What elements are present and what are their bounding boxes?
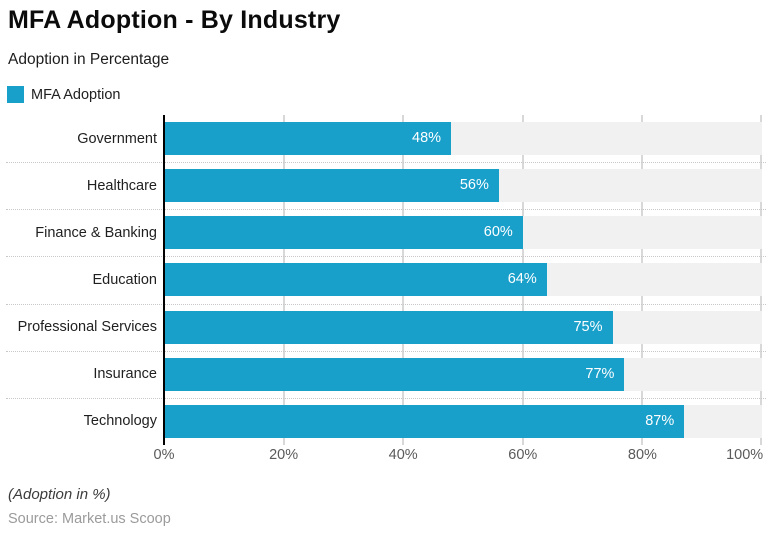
bar-rows: Government 48% Healthcare 56% Finance & … <box>0 115 768 445</box>
x-tick-80: 80% <box>627 447 657 463</box>
bar-education[interactable]: 64% <box>164 263 547 297</box>
bar-track: 75% <box>164 310 762 344</box>
bar-value-label: 87% <box>645 412 675 429</box>
row-separator <box>6 303 766 305</box>
category-label-healthcare: Healthcare <box>86 177 157 194</box>
table-row: Government 48% <box>0 115 768 162</box>
table-row: Professional Services 75% <box>0 304 768 351</box>
bar-track: 60% <box>164 216 762 250</box>
bar-value-label: 60% <box>483 224 513 241</box>
bar-track: 56% <box>164 169 762 203</box>
bar-value-label: 56% <box>459 177 489 194</box>
bar-value-label: 77% <box>585 365 615 382</box>
bar-technology[interactable]: 87% <box>164 404 685 438</box>
table-row: Education 64% <box>0 256 768 303</box>
bar-value-label: 48% <box>412 130 442 146</box>
bar-value-label: 75% <box>573 318 603 335</box>
bar-value-label: 64% <box>507 271 537 288</box>
x-axis: 0% 20% 40% 60% 80% 100% <box>154 447 764 467</box>
bar-finance-banking[interactable]: 60% <box>164 216 523 250</box>
x-tick-60: 60% <box>508 447 538 463</box>
category-label-insurance: Insurance <box>93 366 157 383</box>
category-label-finance-banking: Finance & Banking <box>35 224 157 241</box>
bar-track: 87% <box>164 404 762 438</box>
row-separator <box>6 397 766 399</box>
row-separator <box>6 209 766 211</box>
x-tick-20: 20% <box>269 447 299 463</box>
category-label-education: Education <box>92 271 158 288</box>
legend-swatch-icon <box>7 86 24 103</box>
bar-track: 48% <box>164 122 762 155</box>
bar-insurance[interactable]: 77% <box>164 357 625 391</box>
category-label-government: Government <box>77 130 157 147</box>
bar-government[interactable]: 48% <box>164 122 452 155</box>
table-row: Healthcare 56% <box>0 162 768 209</box>
bar-track: 77% <box>164 357 762 391</box>
chart-subtitle: Adoption in Percentage <box>8 51 170 68</box>
x-tick-40: 40% <box>388 447 418 463</box>
row-separator <box>6 350 766 352</box>
bar-professional-services[interactable]: 75% <box>164 310 613 344</box>
table-row: Insurance 77% <box>0 351 768 398</box>
footer-note: (Adoption in %) <box>8 486 111 503</box>
page-title: MFA Adoption - By Industry <box>8 6 341 34</box>
table-row: Finance & Banking 60% <box>0 209 768 256</box>
x-tick-100: 100% <box>726 447 764 463</box>
footer-source: Source: Market.us Scoop <box>8 511 171 527</box>
legend-item-mfa-adoption[interactable]: MFA Adoption <box>7 86 120 103</box>
category-label-technology: Technology <box>83 413 157 430</box>
row-separator <box>6 256 766 258</box>
bar-healthcare[interactable]: 56% <box>164 169 499 203</box>
category-label-professional-services: Professional Services <box>17 319 157 336</box>
x-tick-0: 0% <box>153 447 175 463</box>
table-row: Technology 87% <box>0 398 768 445</box>
bar-track: 64% <box>164 263 762 297</box>
y-axis-line <box>163 115 165 445</box>
row-separator <box>6 162 766 164</box>
plot-area: Government 48% Healthcare 56% Finance & … <box>0 115 768 445</box>
legend-label: MFA Adoption <box>31 86 121 103</box>
